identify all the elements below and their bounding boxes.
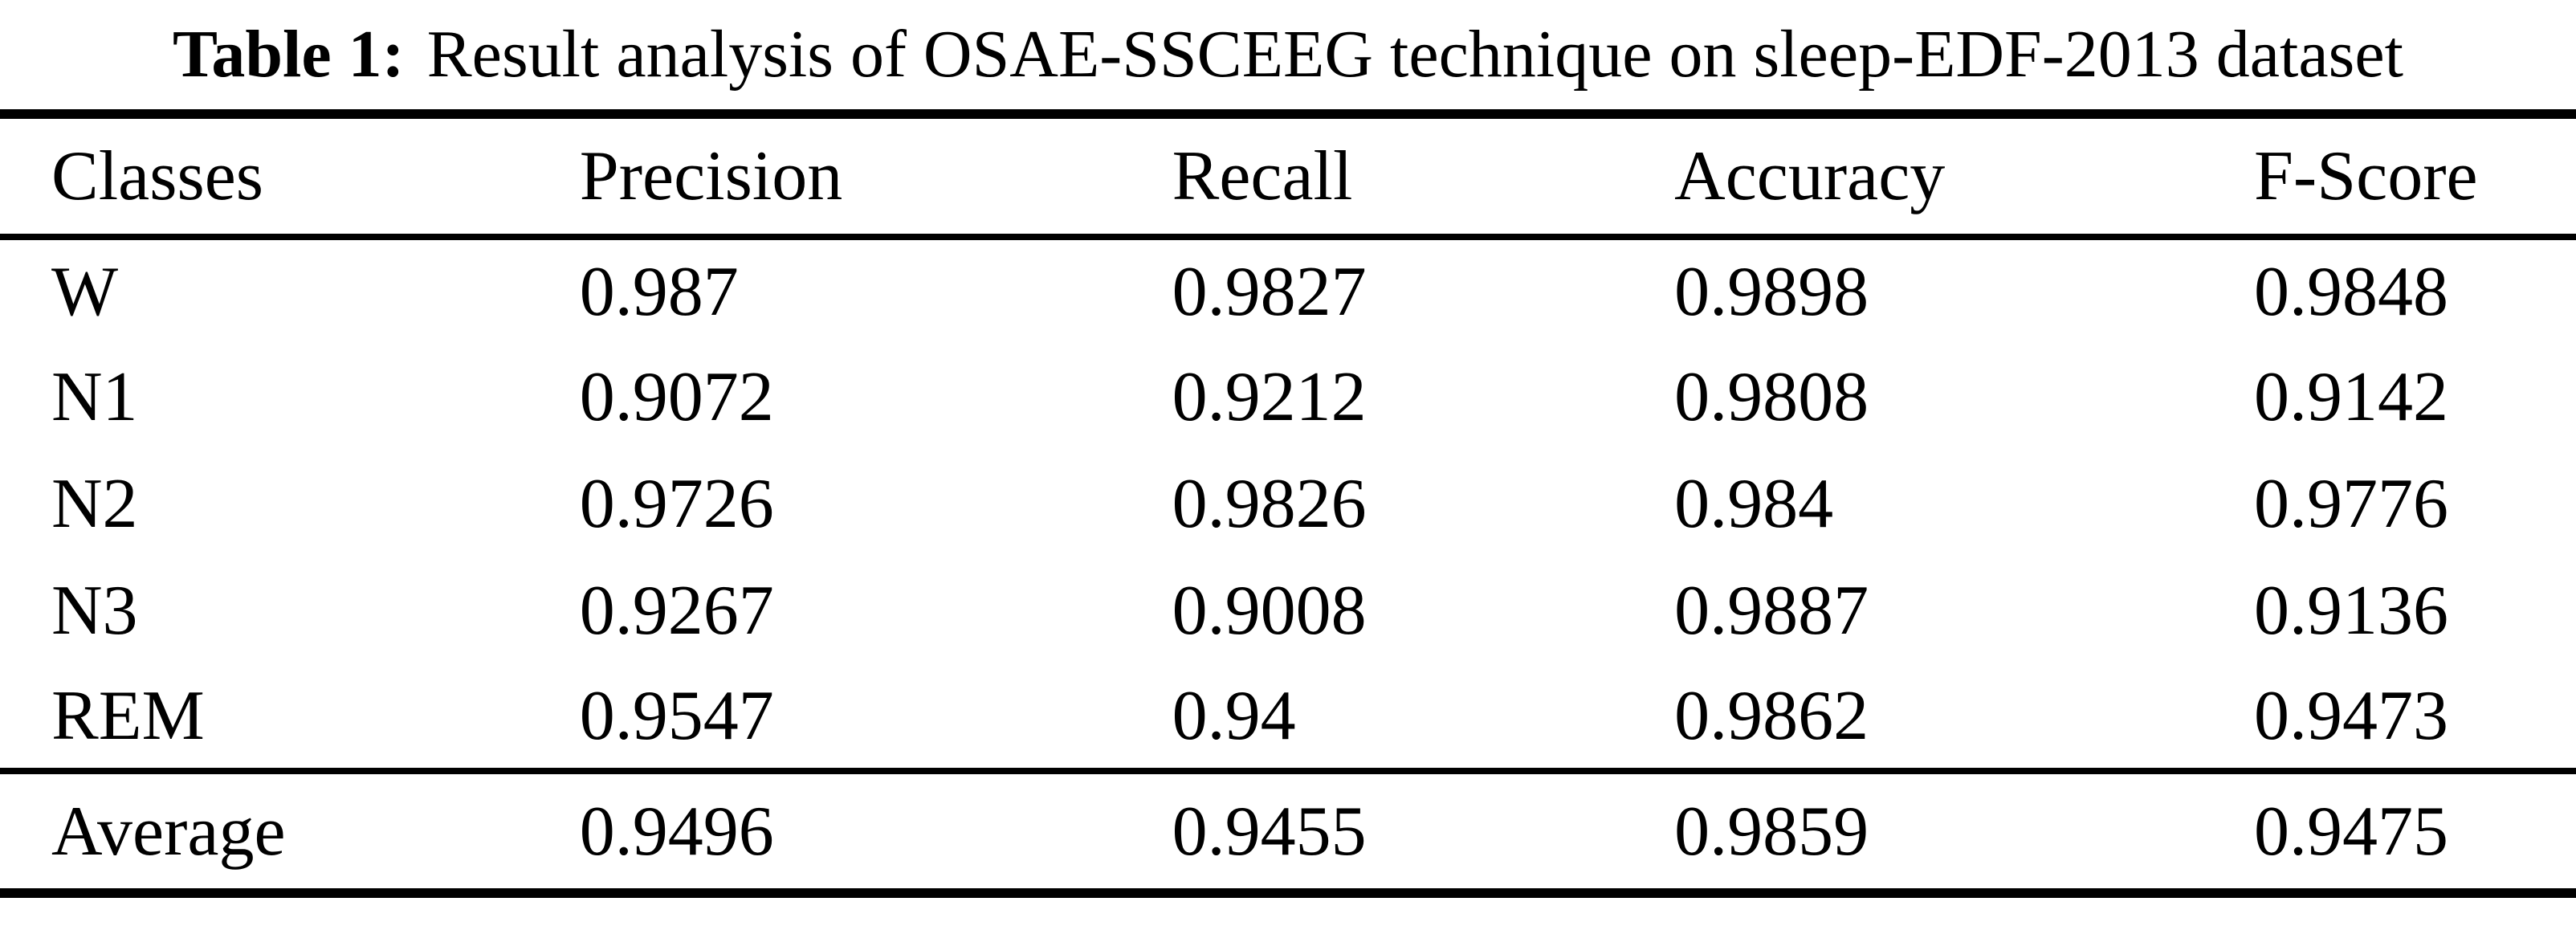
cell-precision: 0.9547: [579, 677, 774, 755]
cell-recall: 0.9827: [1172, 253, 1367, 331]
column-header-precision: Precision: [579, 137, 843, 215]
table-row: REM 0.9547 0.94 0.9862 0.9473: [0, 664, 2576, 771]
column-header-recall: Recall: [1172, 137, 1353, 215]
results-table: Classes Precision Recall Accuracy F-Scor…: [0, 109, 2576, 898]
cell-precision: 0.9072: [579, 358, 774, 436]
cell-accuracy: 0.9898: [1674, 253, 1869, 331]
header-row: Classes Precision Recall Accuracy F-Scor…: [0, 114, 2576, 237]
cell-recall: 0.94: [1172, 677, 1296, 755]
cell-fscore: 0.9475: [2253, 792, 2448, 871]
table-caption: Table 1: Result analysis of OSAE-SSCEEG …: [0, 0, 2576, 109]
cell-accuracy: 0.9887: [1674, 572, 1869, 650]
cell-recall: 0.9455: [1172, 792, 1367, 871]
table-row: W 0.987 0.9827 0.9898 0.9848: [0, 237, 2576, 344]
column-header-classes: Classes: [51, 137, 263, 215]
cell-precision: 0.9267: [579, 572, 774, 650]
row-class-label: N2: [51, 465, 138, 543]
cell-fscore: 0.9136: [2253, 572, 2448, 650]
cell-fscore: 0.9776: [2253, 465, 2448, 543]
cell-precision: 0.9496: [579, 792, 774, 871]
table-row: N3 0.9267 0.9008 0.9887 0.9136: [0, 557, 2576, 664]
cell-precision: 0.9726: [579, 465, 774, 543]
cell-accuracy: 0.9859: [1674, 792, 1869, 871]
cell-accuracy: 0.9862: [1674, 677, 1869, 755]
average-row: Average 0.9496 0.9455 0.9859 0.9475: [0, 771, 2576, 893]
row-class-label: Average: [51, 792, 286, 871]
cell-recall: 0.9826: [1172, 465, 1367, 543]
cell-fscore: 0.9142: [2253, 358, 2448, 436]
table-row: N2 0.9726 0.9826 0.984 0.9776: [0, 451, 2576, 557]
cell-recall: 0.9212: [1172, 358, 1367, 436]
row-class-label: REM: [51, 677, 205, 755]
row-class-label: N1: [51, 358, 138, 436]
table-row: N1 0.9072 0.9212 0.9808 0.9142: [0, 344, 2576, 451]
cell-fscore: 0.9848: [2253, 253, 2448, 331]
caption-label: Table 1:: [173, 17, 405, 92]
row-class-label: N3: [51, 572, 138, 650]
column-header-fscore: F-Score: [2253, 137, 2478, 215]
cell-precision: 0.987: [579, 253, 739, 331]
cell-fscore: 0.9473: [2253, 677, 2448, 755]
column-header-accuracy: Accuracy: [1674, 137, 1946, 215]
cell-recall: 0.9008: [1172, 572, 1367, 650]
row-class-label: W: [51, 253, 119, 331]
cell-accuracy: 0.9808: [1674, 358, 1869, 436]
caption-text: Result analysis of OSAE-SSCEEG technique…: [426, 17, 2403, 92]
cell-accuracy: 0.984: [1674, 465, 1834, 543]
